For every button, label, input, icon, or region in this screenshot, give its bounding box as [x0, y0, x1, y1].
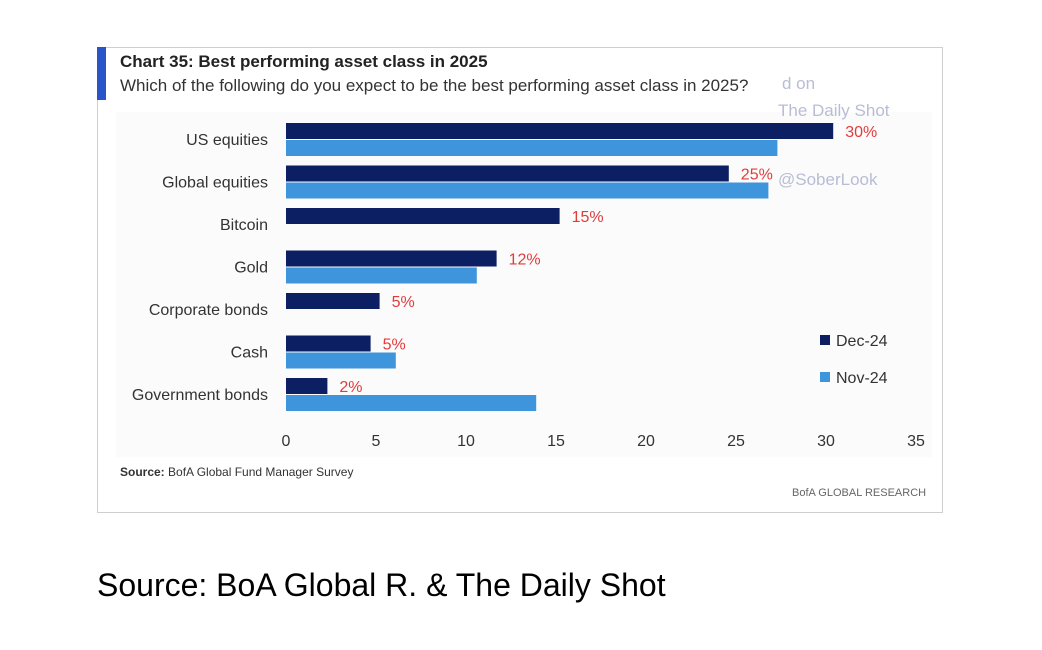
bar-dec-24 [286, 208, 560, 224]
x-tick-label: 0 [282, 433, 291, 450]
category-label: Corporate bonds [149, 302, 268, 319]
data-label: 30% [845, 124, 877, 141]
watermark-text: @SoberLook [778, 170, 878, 189]
bar-dec-24 [286, 165, 729, 182]
bar-nov-24 [286, 395, 537, 411]
watermark-text: The Daily Shot [778, 101, 890, 120]
x-tick-label: 10 [457, 433, 475, 450]
x-tick-label: 25 [727, 433, 745, 450]
data-label: 2% [339, 379, 362, 396]
bar-dec-24 [286, 123, 834, 139]
category-label: US equities [186, 132, 268, 149]
legend-swatch [820, 335, 830, 345]
data-label: 25% [741, 167, 773, 184]
data-label: 5% [392, 294, 415, 311]
source-text: BofA Global Fund Manager Survey [164, 465, 354, 479]
chart-source: Source: BofA Global Fund Manager Survey [120, 465, 353, 479]
category-label: Global equities [162, 175, 268, 192]
bar-nov-24 [286, 182, 769, 199]
category-label: Government bonds [132, 387, 268, 404]
legend-swatch [820, 372, 830, 382]
caption: Source: BoA Global R. & The Daily Shot [97, 567, 666, 603]
brand-label: BofA GLOBAL RESEARCH [792, 487, 927, 499]
x-tick-label: 15 [547, 433, 565, 450]
bar-nov-24 [286, 267, 477, 284]
x-tick-label: 20 [637, 433, 655, 450]
chart-title: Chart 35: Best performing asset class in… [120, 52, 488, 71]
bar-dec-24 [286, 335, 371, 352]
bar-dec-24 [286, 293, 380, 309]
category-label: Cash [231, 345, 268, 362]
data-label: 12% [509, 252, 541, 269]
bar-dec-24 [286, 250, 497, 267]
chart-subtitle: Which of the following do you expect to … [120, 76, 749, 95]
legend-label: Dec-24 [836, 333, 888, 350]
category-label: Gold [234, 260, 268, 277]
x-tick-label: 5 [372, 433, 381, 450]
x-tick-label: 35 [907, 433, 925, 450]
data-label: 5% [383, 337, 406, 354]
watermark-text: d on [782, 74, 815, 93]
chart-frame [97, 47, 943, 513]
title-accent-bar [97, 47, 106, 100]
bar-dec-24 [286, 378, 328, 394]
x-tick-label: 30 [817, 433, 835, 450]
source-label: Source: [120, 465, 165, 479]
bar-nov-24 [286, 140, 778, 156]
bar-nov-24 [286, 352, 396, 369]
legend-label: Nov-24 [836, 370, 888, 387]
category-label: Bitcoin [220, 217, 268, 234]
data-label: 15% [572, 209, 604, 226]
